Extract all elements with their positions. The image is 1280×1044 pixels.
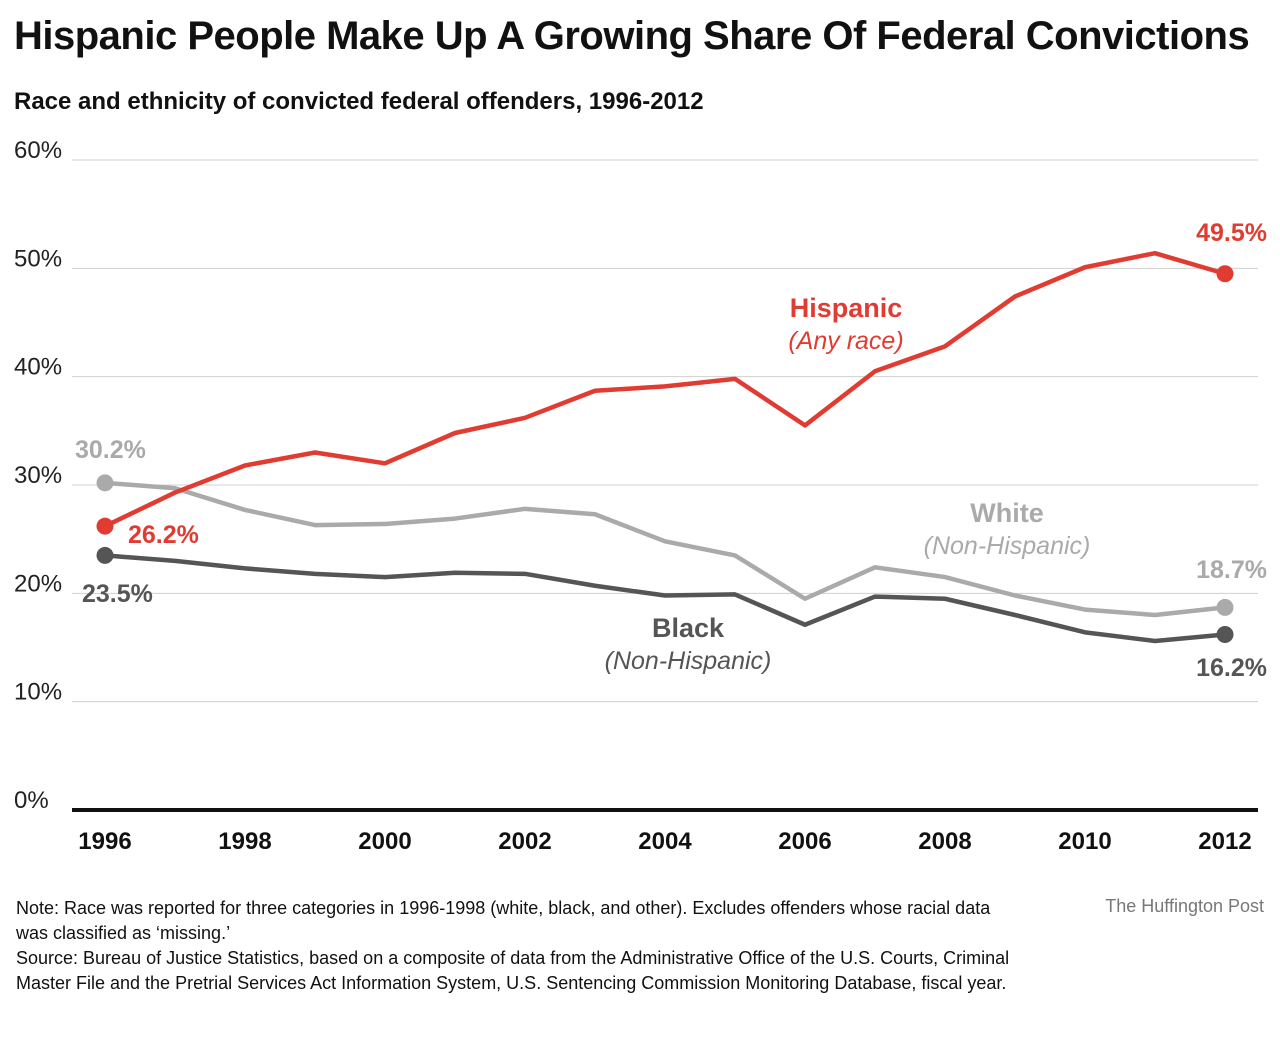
y-tick-label: 20% <box>14 570 62 597</box>
data-label-black-end: 16.2% <box>1196 654 1267 682</box>
series-line-black <box>102 553 1228 644</box>
series-label-white: White <box>970 498 1044 528</box>
source-text: Source: Bureau of Justice Statistics, ba… <box>16 948 1010 993</box>
footnotes: Note: Race was reported for three catego… <box>16 896 1016 996</box>
series-qualifier-black: (Non-Hispanic) <box>605 647 772 675</box>
end-point-black <box>1216 626 1234 643</box>
y-tick-label: 30% <box>14 462 62 489</box>
data-label-white-start: 30.2% <box>75 436 146 464</box>
data-label-hispanic-start: 26.2% <box>128 521 199 549</box>
line-chart: 0% 10% 20% 30% 40% 50% 60% 1996 1998 2000 2002 2004… <box>14 137 1267 855</box>
start-point-black <box>96 546 114 564</box>
x-tick-label: 2000 <box>358 828 411 855</box>
y-tick-label: 60% <box>14 137 62 164</box>
x-tick-label: 2004 <box>638 828 692 855</box>
end-point-white <box>1216 598 1234 616</box>
data-label-black-start: 23.5% <box>82 580 153 608</box>
credit-text: The Huffington Post <box>1105 896 1264 916</box>
series-line-hispanic <box>102 250 1228 529</box>
note-text: Note: Race was reported for three catego… <box>16 898 991 943</box>
data-label-white-end: 18.7% <box>1196 556 1267 584</box>
y-tick-label: 50% <box>14 245 62 272</box>
x-tick-label: 2012 <box>1198 828 1251 855</box>
series-label-black: Black <box>652 613 725 643</box>
series-line-white <box>102 480 1228 618</box>
y-tick-label: 40% <box>14 354 62 381</box>
y-tick-label: 0% <box>14 787 49 814</box>
x-tick-label: 1996 <box>78 828 131 855</box>
y-tick-label: 10% <box>14 679 62 706</box>
x-tick-label: 1998 <box>218 828 271 855</box>
x-tick-label: 2006 <box>778 828 831 855</box>
end-point-hispanic <box>1216 265 1234 283</box>
series-label-hispanic: Hispanic <box>790 293 903 323</box>
x-tick-label: 2008 <box>918 828 971 855</box>
x-tick-label: 2010 <box>1058 828 1111 855</box>
data-label-hispanic-end: 49.5% <box>1196 219 1267 247</box>
x-tick-label: 2002 <box>498 828 551 855</box>
chart-title: Hispanic People Make Up A Growing Share … <box>14 14 1250 58</box>
start-point-white <box>96 474 114 492</box>
start-point-hispanic <box>96 517 114 535</box>
chart-subtitle: Race and ethnicity of convicted federal … <box>14 88 704 115</box>
series-qualifier-white: (Non-Hispanic) <box>924 532 1091 560</box>
series-qualifier-hispanic: (Any race) <box>788 327 903 355</box>
